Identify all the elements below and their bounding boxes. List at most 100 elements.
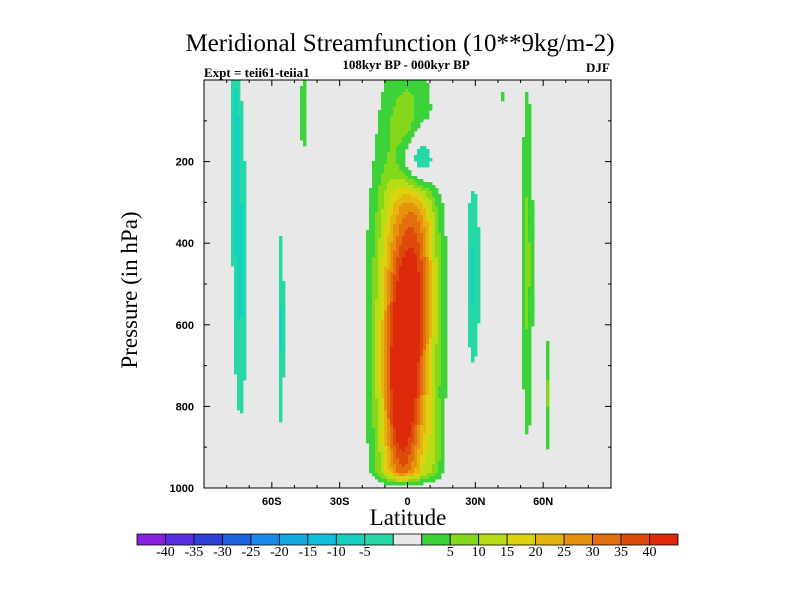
contour-cell	[432, 290, 436, 294]
contour-cell	[369, 239, 373, 243]
contour-cell	[393, 410, 397, 414]
contour-cell	[429, 248, 433, 252]
contour-cell	[231, 242, 235, 246]
contour-cell	[417, 92, 421, 96]
contour-cell	[387, 215, 391, 219]
contour-cell	[405, 344, 409, 348]
contour-cell	[402, 149, 406, 153]
contour-cell	[393, 290, 397, 294]
contour-cell	[444, 257, 448, 261]
contour-cell	[528, 335, 532, 339]
contour-cell	[438, 224, 442, 228]
contour-cell	[474, 197, 478, 201]
contour-cell	[429, 473, 433, 477]
contour-cell	[417, 239, 421, 243]
contour-cell	[381, 311, 385, 315]
contour-cell	[399, 95, 403, 99]
contour-cell	[414, 338, 418, 342]
contour-cell	[441, 266, 445, 270]
contour-cell	[393, 356, 397, 360]
contour-cell	[378, 134, 382, 138]
contour-cell	[279, 269, 283, 273]
contour-cell	[234, 215, 238, 219]
contour-cell	[405, 296, 409, 300]
contour-cell	[384, 410, 388, 414]
contour-cell	[396, 89, 400, 93]
contour-cell	[444, 272, 448, 276]
contour-cell	[375, 242, 379, 246]
contour-cell	[474, 233, 478, 237]
contour-cell	[474, 341, 478, 345]
contour-cell	[399, 404, 403, 408]
contour-cell	[525, 251, 529, 255]
contour-cell	[234, 158, 238, 162]
contour-cell	[237, 155, 241, 159]
contour-cell	[408, 416, 412, 420]
contour-cell	[378, 338, 382, 342]
contour-cell	[432, 347, 436, 351]
contour-cell	[396, 458, 400, 462]
contour-cell	[396, 236, 400, 240]
contour-cell	[423, 191, 427, 195]
contour-cell	[435, 326, 439, 330]
contour-cell	[414, 197, 418, 201]
contour-cell	[372, 227, 376, 231]
contour-cell	[474, 257, 478, 261]
contour-cell	[420, 380, 424, 384]
contour-cell	[384, 344, 388, 348]
contour-cell	[366, 248, 370, 252]
contour-cell	[375, 170, 379, 174]
contour-cell	[426, 359, 430, 363]
contour-cell	[399, 356, 403, 360]
contour-cell	[426, 317, 430, 321]
contour-cell	[432, 401, 436, 405]
contour-cell	[525, 329, 529, 333]
contour-cell	[411, 317, 415, 321]
contour-cell	[423, 344, 427, 348]
contour-cell	[402, 251, 406, 255]
contour-cell	[381, 422, 385, 426]
contour-cell	[411, 383, 415, 387]
contour-cell	[546, 443, 550, 447]
contour-cell	[384, 164, 388, 168]
contour-cell	[408, 320, 412, 324]
contour-cell	[390, 431, 394, 435]
contour-cell	[240, 359, 244, 363]
contour-cell	[414, 194, 418, 198]
contour-cell	[420, 161, 424, 165]
contour-cell	[393, 395, 397, 399]
contour-cell	[417, 158, 421, 162]
contour-cell	[279, 263, 283, 267]
contour-cell	[429, 398, 433, 402]
contour-cell	[444, 359, 448, 363]
contour-cell	[438, 383, 442, 387]
contour-cell	[426, 92, 430, 96]
contour-cell	[240, 296, 244, 300]
chart-subtitle: 108kyr BP - 000kyr BP	[342, 57, 470, 72]
contour-cell	[378, 452, 382, 456]
contour-cell	[243, 371, 247, 375]
contour-cell	[411, 80, 415, 84]
contour-cell	[408, 344, 412, 348]
contour-cell	[387, 152, 391, 156]
contour-cell	[420, 284, 424, 288]
contour-cell	[426, 422, 430, 426]
contour-cell	[381, 365, 385, 369]
contour-cell	[279, 311, 283, 315]
contour-cell	[414, 407, 418, 411]
contour-cell	[231, 146, 235, 150]
colorbar-label: -5	[358, 545, 371, 560]
contour-cell	[402, 428, 406, 432]
contour-cell	[387, 284, 391, 288]
contour-cell	[432, 224, 436, 228]
contour-cell	[384, 305, 388, 309]
contour-cell	[432, 305, 436, 309]
contour-cell	[414, 155, 418, 159]
contour-cell	[369, 398, 373, 402]
contour-cell	[417, 335, 421, 339]
contour-cell	[240, 203, 244, 207]
contour-cell	[243, 230, 247, 234]
contour-cell	[429, 377, 433, 381]
contour-cell	[240, 125, 244, 129]
contour-cell	[366, 428, 370, 432]
